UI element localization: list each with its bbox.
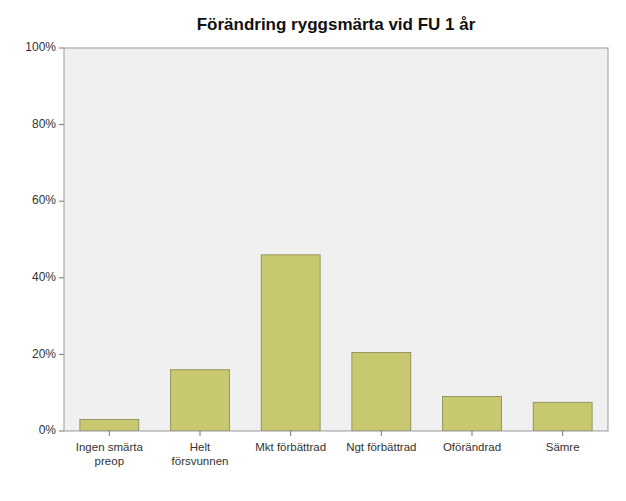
- x-tick-label: Oförändrad: [443, 441, 501, 453]
- y-tick: [59, 124, 64, 125]
- x-tick: [109, 431, 110, 436]
- y-tick-label: 40%: [32, 270, 56, 284]
- x-tick-label-line: Ngt förbättrad: [346, 441, 416, 453]
- x-axis: Ingen smärta preop Helt försvunnen Mkt förbä…: [76, 431, 580, 467]
- title: Förändring ryggsmärta vid FU 1 år: [197, 15, 476, 34]
- x-tick-label: Helt försvunnen: [172, 441, 229, 467]
- x-tick-label: Ingen smärta preop: [76, 441, 144, 467]
- y-axis: 0% 20% 40% 60% 80% 100%: [25, 40, 64, 437]
- y-tick: [59, 431, 64, 432]
- y-tick-label: 60%: [32, 193, 56, 207]
- bars: [80, 255, 592, 431]
- y-tick: [59, 354, 64, 355]
- plot-background: [64, 48, 608, 431]
- bar: [171, 370, 230, 431]
- bar: [533, 402, 592, 431]
- bar: [443, 397, 502, 431]
- x-tick: [562, 431, 563, 436]
- y-tick: [59, 277, 64, 278]
- bar: [352, 352, 411, 431]
- x-tick-label-line: Ingen smärta: [76, 441, 144, 453]
- x-tick-label: Sämre: [546, 441, 580, 453]
- chart-svg: 0% 20% 40% 60% 80% 100% Ingen smärta preop Helt f…: [0, 0, 626, 501]
- x-tick-label: Mkt förbättrad: [255, 441, 326, 453]
- y-tick-label: 20%: [32, 347, 56, 361]
- y-tick-label: 100%: [25, 40, 56, 54]
- x-tick-label: Ngt förbättrad: [346, 441, 416, 453]
- x-tick-label-line: Sämre: [546, 441, 580, 453]
- y-tick: [59, 48, 64, 49]
- x-tick: [381, 431, 382, 436]
- y-tick-label: 80%: [32, 117, 56, 131]
- x-tick: [200, 431, 201, 436]
- x-tick-label-line: preop: [95, 455, 124, 467]
- plot-frame: [64, 48, 608, 431]
- bar: [80, 420, 139, 431]
- y-tick: [59, 201, 64, 202]
- x-tick-label-line: Oförändrad: [443, 441, 501, 453]
- x-tick: [472, 431, 473, 436]
- x-tick: [290, 431, 291, 436]
- x-tick-label-line: Mkt förbättrad: [255, 441, 326, 453]
- x-tick-label-line: Helt: [190, 441, 211, 453]
- bar: [261, 255, 320, 431]
- chart-container: 0% 20% 40% 60% 80% 100% Ingen smärta preop Helt f…: [0, 0, 626, 501]
- y-tick-label: 0%: [39, 423, 57, 437]
- page: {"chart_data": {"type": "bar", "title": …: [0, 0, 626, 501]
- x-tick-label-line: försvunnen: [172, 455, 229, 467]
